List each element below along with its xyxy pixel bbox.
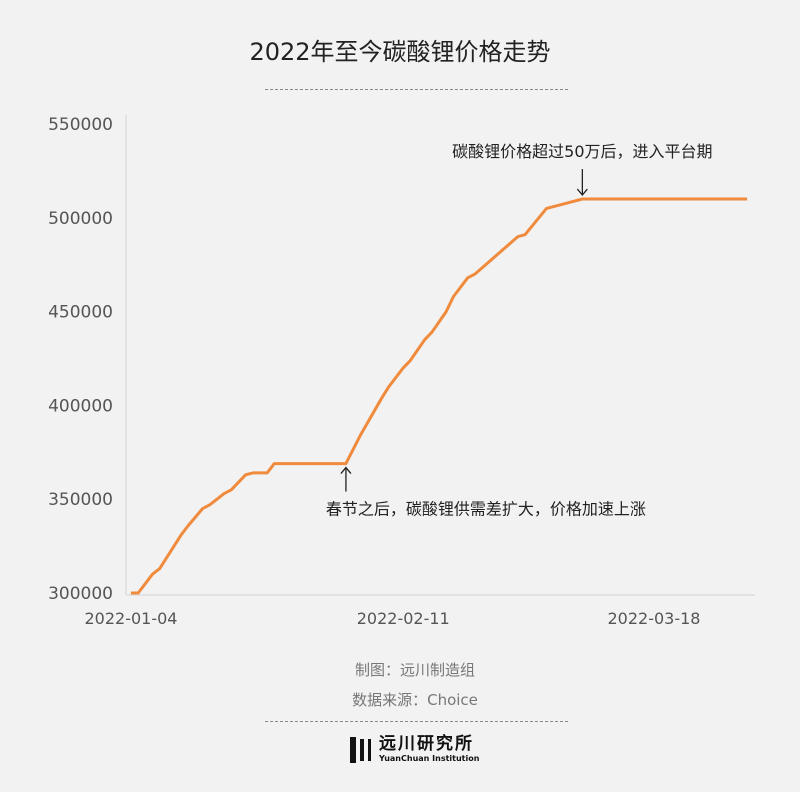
y-tick-label: 500000 [48, 209, 113, 229]
logo-mark-icon [350, 736, 371, 763]
logo-text-cn: 远川研究所 [379, 734, 474, 754]
line-chart: 550000 500000 450000 400000 350000 300000 2022… [48, 115, 755, 628]
arrowhead-down-icon [576, 188, 588, 197]
footer-divider [265, 721, 568, 722]
data-source: 数据来源：Choice [352, 691, 478, 709]
arrowhead-up-icon [340, 466, 352, 474]
logo-text-en: YuanChuan Institution [379, 754, 480, 763]
x-tick-label: 2022-03-18 [608, 609, 701, 628]
annotation-plateau: 碳酸锂价格超过50万后，进入平台期 [452, 142, 712, 161]
y-tick-label: 400000 [48, 396, 113, 416]
chart-title: 2022年至今碳酸锂价格走势 [249, 38, 551, 66]
price-line [131, 197, 748, 595]
x-tick-label: 2022-02-11 [357, 609, 450, 628]
title-divider [265, 89, 568, 90]
annotation-spring-festival: 春节之后，碳酸锂供需差扩大，价格加速上涨 [326, 500, 646, 519]
y-tick-label: 300000 [48, 584, 113, 604]
chart-maker: 制图：远川制造组 [354, 661, 475, 679]
x-tick-label: 2022-01-04 [85, 609, 178, 628]
y-tick-label: 550000 [48, 115, 113, 135]
y-tick-label: 450000 [48, 303, 113, 323]
logo: 远川研究所 YuanChuan Institution [350, 736, 479, 763]
y-tick-label: 350000 [48, 490, 113, 510]
